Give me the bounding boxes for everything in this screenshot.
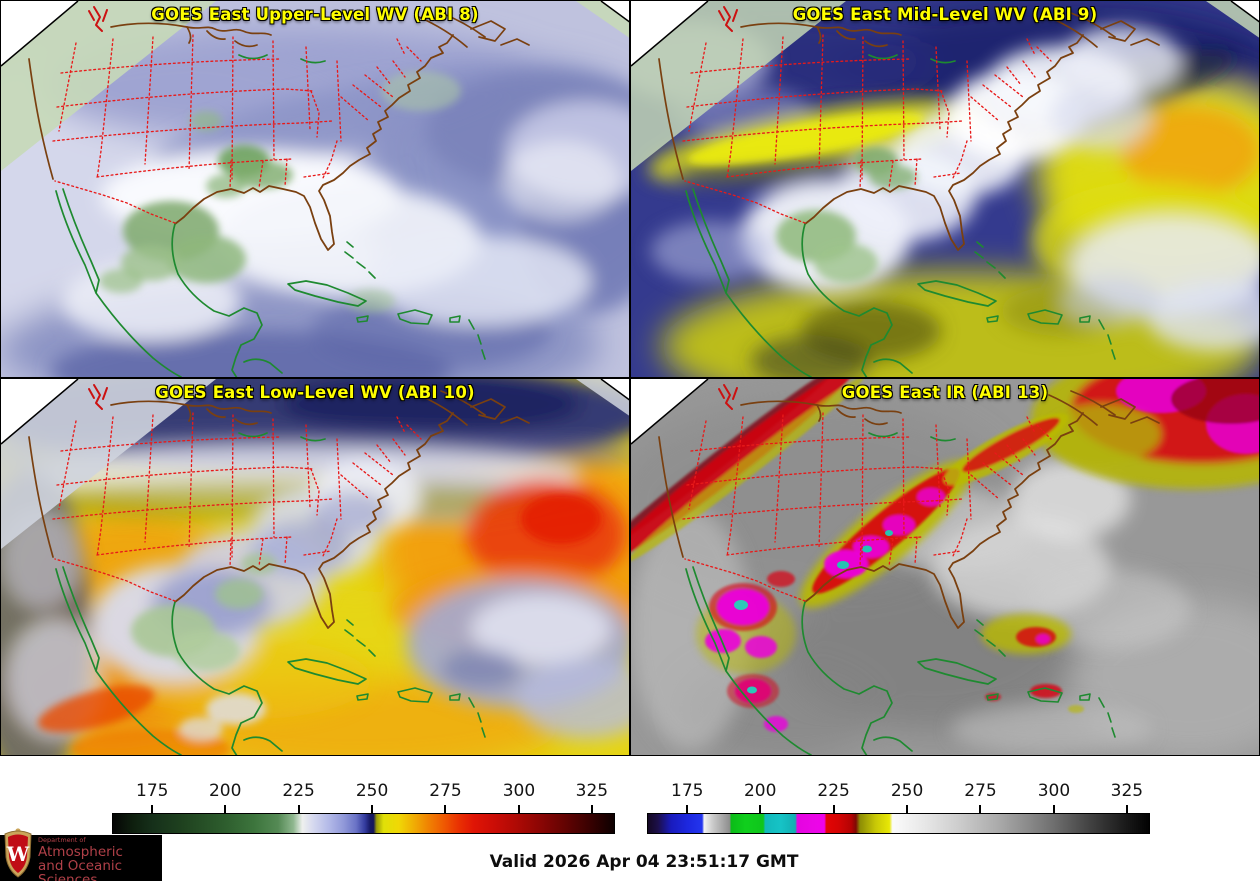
valid-timestamp: Valid 2026 Apr 04 23:51:17 GMT [489,852,799,872]
tick-label: 275 [429,781,462,801]
panel-title-abi8: GOES East Upper-Level WV (ABI 8) [151,5,479,24]
panel-title-abi13: GOES East IR (ABI 13) [841,383,1049,402]
mid-level-wv-image [631,1,1259,377]
tick-label: 175 [671,781,704,801]
ir-colorbar: 175 200 225 250 275 300 325 [647,781,1150,836]
logo-line2: and Oceanic Sciences [38,858,123,881]
uw-crest-icon: W [4,828,32,878]
svg-text:W: W [6,842,30,866]
tick-label: 250 [355,781,389,801]
low-level-wv-image [1,379,629,755]
tick-label: 325 [575,781,609,801]
tick-label: 225 [817,781,850,801]
tick-label: 175 [136,781,169,801]
tick-label: 200 [208,781,242,801]
panel-title-abi10: GOES East Low-Level WV (ABI 10) [155,383,475,402]
uw-aos-logo: W Department of Atmospheric and Oceanic … [0,828,162,881]
logo-text: Department of Atmospheric and Oceanic Sc… [38,837,162,881]
wv-colorbar-gradient [112,813,615,834]
tick-label: 250 [890,781,924,801]
tick-label: 225 [282,781,315,801]
panel-title-abi9: GOES East Mid-Level WV (ABI 9) [792,5,1098,24]
tick-label: 300 [502,781,536,801]
upper-level-wv-image [1,1,629,377]
wv-colorbar: 175 200 225 250 275 300 325 [112,781,615,836]
panel-mid-level-wv: GOES East Mid-Level WV (ABI 9) [630,0,1260,378]
logo-dept-line: Department of [38,836,86,844]
panel-upper-level-wv: GOES East Upper-Level WV (ABI 8) [0,0,630,378]
ir-image [631,379,1259,755]
ir-colorbar-gradient [647,813,1150,834]
tick-label: 200 [743,781,777,801]
tick-label: 275 [964,781,997,801]
tick-label: 300 [1037,781,1071,801]
logo-line1: Atmospheric [38,843,123,860]
panel-ir: GOES East IR (ABI 13) [630,378,1260,756]
panel-low-level-wv: GOES East Low-Level WV (ABI 10) [0,378,630,756]
tick-label: 325 [1110,781,1144,801]
